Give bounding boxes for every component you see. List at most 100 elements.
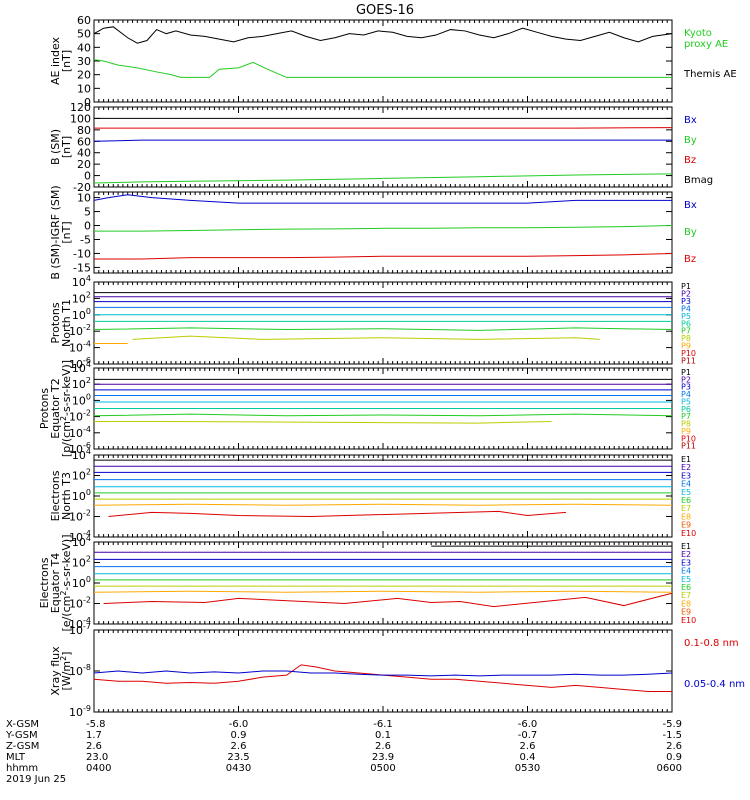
y-tick-label: 10-6 xyxy=(69,441,91,456)
legend-entry: P7 xyxy=(681,412,691,421)
footer-row-label: hhmm xyxy=(6,763,38,774)
legend-entry: Themis AE xyxy=(683,69,737,80)
legend-entry: E3 xyxy=(681,558,691,567)
y-axis-title: AE index xyxy=(49,36,62,85)
footer-value: 23.0 xyxy=(86,752,108,763)
y-tick-label: 50 xyxy=(77,28,91,41)
legend-entry: Kyoto xyxy=(684,28,712,39)
y-tick-label: 10-2 xyxy=(69,596,91,611)
legend-entry: P6 xyxy=(681,319,691,328)
legend-entry: P3 xyxy=(681,383,691,392)
series-line-e10 xyxy=(108,510,567,518)
series-line-e10 xyxy=(103,592,673,608)
y-tick-label: 10 xyxy=(77,192,91,205)
series-line-e8 xyxy=(93,590,673,593)
legend-entry: 0.1-0.8 nm xyxy=(684,638,739,649)
footer-value: 2.6 xyxy=(375,741,391,752)
y-tick-label: -10 xyxy=(73,247,91,260)
legend-entry: P11 xyxy=(681,357,696,366)
series-line-p7 xyxy=(93,327,673,331)
legend-entry: Bx xyxy=(684,115,697,126)
footer-value: -5.8 xyxy=(86,719,106,730)
footer-value: 0530 xyxy=(515,763,540,774)
y-tick-label: 30 xyxy=(77,55,91,68)
legend-entry: E10 xyxy=(681,529,696,538)
y-tick-label: 100 xyxy=(72,575,91,590)
panel-frame xyxy=(93,629,673,713)
series-line-p7 xyxy=(93,413,673,417)
footer-value: -6.0 xyxy=(518,719,538,730)
legend-entry: E1 xyxy=(681,455,691,464)
legend-entry: By xyxy=(684,135,697,146)
footer-value: -0.7 xyxy=(518,730,538,741)
legend-entry: proxy AE xyxy=(684,39,728,50)
y-tick-label: 10-4 xyxy=(69,616,91,631)
y-tick-label: 40 xyxy=(77,147,91,160)
y-axis-title: Equator T4 xyxy=(49,553,62,613)
legend-entry: P9 xyxy=(681,342,691,351)
y-axis-title: Electrons xyxy=(49,470,62,521)
footer-value: -1.5 xyxy=(662,730,682,741)
y-tick-label: 100 xyxy=(70,112,91,125)
legend-entry: Bx xyxy=(684,200,697,211)
series-line-bz xyxy=(94,252,673,260)
footer-value: 0.9 xyxy=(231,730,247,741)
legend-entry: Bz xyxy=(684,254,696,265)
series-line-0-1-0-8-nm xyxy=(93,664,672,692)
legend-entry: P4 xyxy=(681,304,691,313)
series-line-p8 xyxy=(94,420,552,424)
legend-entry: Bz xyxy=(684,155,696,166)
footer-value: 2.6 xyxy=(520,741,536,752)
y-tick-label: 10-9 xyxy=(69,704,91,719)
y-tick-label: 0 xyxy=(84,170,91,183)
footer-value: 0.4 xyxy=(520,752,536,763)
footer-value: 2.6 xyxy=(231,741,247,752)
y-tick-label: 10-6 xyxy=(69,356,91,371)
y-tick-label: 10-4 xyxy=(69,340,91,355)
legend-entry: P1 xyxy=(681,368,691,377)
legend-entry: P1 xyxy=(681,282,691,291)
y-tick-label: 102 xyxy=(72,468,91,483)
plot-title: GOES-16 xyxy=(356,3,414,18)
series-line-p8 xyxy=(132,335,600,340)
y-tick-label: 120 xyxy=(70,101,91,114)
series-line-by xyxy=(94,225,673,232)
y-tick-label: 102 xyxy=(72,376,91,391)
series-line-e8 xyxy=(93,503,673,506)
y-tick-label: 20 xyxy=(77,69,91,82)
legend-entry: P2 xyxy=(681,289,691,298)
series-line-themis-ae xyxy=(93,26,673,44)
footer-row-label: X-GSM xyxy=(6,719,39,730)
footer-value: 0600 xyxy=(657,763,682,774)
y-axis-title: [e/(cm2-s-sr-keV)] xyxy=(59,535,73,632)
series-line-bx xyxy=(93,139,672,142)
legend-entry: E10 xyxy=(681,616,696,625)
y-tick-label: 5 xyxy=(84,206,91,219)
y-tick-label: -20 xyxy=(73,181,91,194)
y-tick-label: 104 xyxy=(72,360,91,375)
panel-frame xyxy=(93,281,673,365)
footer-value: 23.9 xyxy=(372,752,394,763)
series-line-by xyxy=(93,173,673,184)
y-axis-title: North T1 xyxy=(60,299,73,347)
y-tick-label: 100 xyxy=(72,307,91,322)
footer-value: 0430 xyxy=(226,763,251,774)
legend-entry: P11 xyxy=(681,442,696,451)
y-tick-label: 102 xyxy=(72,555,91,570)
y-axis-title: B (SM)-IGRF (SM) xyxy=(49,185,62,279)
y-axis-title: North T3 xyxy=(60,472,73,520)
legend-entry: P9 xyxy=(681,427,691,436)
y-axis-title: Protons xyxy=(38,388,51,429)
y-tick-label: 80 xyxy=(77,124,91,137)
footer-value: -6.0 xyxy=(229,719,249,730)
legend-entry: P4 xyxy=(681,390,691,399)
legend-entry: P2 xyxy=(681,375,691,384)
legend-entry: E5 xyxy=(681,488,691,497)
y-tick-label: 60 xyxy=(77,135,91,148)
footer-value: 0.9 xyxy=(666,752,682,763)
y-tick-label: 104 xyxy=(72,447,91,462)
legend-entry: P10 xyxy=(681,349,696,358)
